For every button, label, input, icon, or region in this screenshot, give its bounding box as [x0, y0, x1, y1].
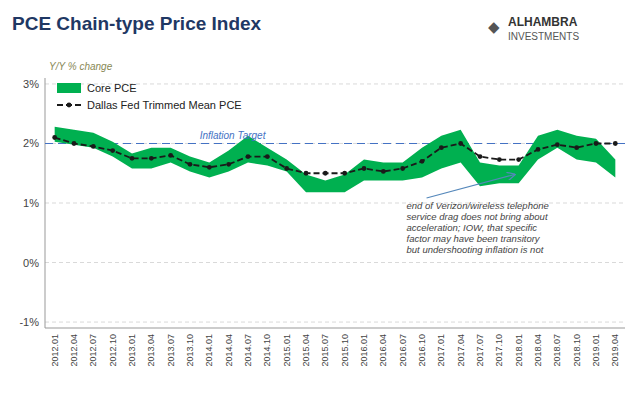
annotation-arrow — [427, 174, 515, 198]
x-tick-label: 2014.10 — [262, 334, 272, 367]
series-marker — [52, 135, 57, 140]
x-tick-label: 2013.10 — [185, 334, 195, 367]
x-tick-label: 2015.04 — [301, 334, 311, 367]
x-tick-label: 2018.10 — [572, 334, 582, 367]
grid-line — [45, 322, 625, 323]
annotation: end of Verizon/wireless telephoneservice… — [407, 200, 549, 255]
series-marker — [478, 154, 483, 159]
series-marker — [536, 147, 541, 152]
reference-label: Inflation Target — [200, 130, 267, 141]
grid-line — [45, 262, 625, 263]
x-tick-label: 2016.07 — [398, 334, 408, 367]
series-marker — [226, 162, 231, 167]
logo-name: ALHAMBRA — [508, 15, 578, 29]
plot-data — [45, 127, 625, 192]
logo-symbol: ◆ — [488, 18, 500, 35]
y-tick-label: 2% — [23, 137, 39, 149]
x-tick-label: 2016.01 — [359, 334, 369, 367]
series-marker — [130, 156, 135, 161]
series-marker — [323, 171, 328, 176]
series-line — [55, 138, 616, 174]
x-tick-label: 2018.04 — [533, 334, 543, 367]
annotation-line: service drag does not bring about — [407, 211, 548, 222]
background — [0, 0, 641, 401]
series-marker — [149, 156, 154, 161]
x-tick-label: 2013.07 — [166, 334, 176, 367]
x-tick-label: 2018.07 — [552, 334, 562, 367]
logo-subname: INVESTMENTS — [508, 31, 579, 42]
chart-container: PCE Chain-type Price Index ◆ ALHAMBRA INVES… — [0, 0, 641, 401]
x-tick-label: 2017.10 — [494, 334, 504, 367]
series-marker — [516, 157, 521, 162]
series-marker — [362, 166, 367, 171]
x-tick-label: 2016.04 — [378, 334, 388, 367]
series-marker — [91, 144, 96, 149]
x-tick-label: 2018.01 — [514, 334, 524, 367]
x-tick-label: 2013.01 — [127, 334, 137, 367]
series-marker — [188, 162, 193, 167]
series-marker — [265, 154, 270, 159]
y-tick-label: -1% — [19, 316, 39, 328]
x-tick-label: 2015.01 — [282, 334, 292, 367]
series-marker — [439, 145, 444, 150]
series-marker — [304, 171, 309, 176]
x-tick-label: 2013.04 — [146, 334, 156, 367]
x-axis-line — [45, 328, 625, 329]
x-tick-label: 2017.07 — [475, 334, 485, 367]
series-marker — [342, 171, 347, 176]
x-tick-label: 2012.04 — [69, 334, 79, 367]
series-marker — [207, 165, 212, 170]
grid — [45, 84, 625, 322]
series-marker — [284, 166, 289, 171]
series-marker — [574, 145, 579, 150]
y-tick-label: 0% — [23, 257, 39, 269]
x-tick-label: 2016.10 — [417, 334, 427, 367]
x-tick-label: 2019.04 — [610, 334, 620, 367]
x-tick-label: 2017.01 — [436, 334, 446, 367]
x-tick-label: 2012.07 — [88, 334, 98, 367]
annotation-line: but undershooting inflation is not — [407, 244, 544, 255]
series-marker — [72, 141, 77, 146]
legend-swatch — [57, 83, 81, 93]
annotation-line: acceleration; IOW, that specific — [407, 222, 538, 233]
annotation-line: end of Verizon/wireless telephone — [407, 200, 549, 211]
series-marker — [381, 169, 386, 174]
series-marker — [400, 166, 405, 171]
x-tick-label: 2012.01 — [50, 334, 60, 367]
x-tick-label: 2019.01 — [591, 334, 601, 367]
y-axis-line — [45, 78, 46, 328]
x-tick-label: 2014.07 — [243, 334, 253, 367]
series-marker — [458, 141, 463, 146]
annotation-line: factor may have been transitory — [407, 233, 541, 244]
series-marker — [420, 159, 425, 164]
x-tick-label: 2015.07 — [320, 334, 330, 367]
chart-svg: PCE Chain-type Price Index ◆ ALHAMBRA INVES… — [0, 0, 641, 401]
series-marker — [555, 142, 560, 147]
x-tick-label: 2015.10 — [340, 334, 350, 367]
series-marker — [613, 141, 618, 146]
band-area — [55, 127, 616, 192]
series-marker — [497, 157, 502, 162]
x-tick-label: 2014.04 — [224, 334, 234, 367]
title: PCE Chain-type Price Index — [12, 13, 262, 34]
legend-label: Core PCE — [87, 82, 137, 94]
y-tick-label: 1% — [23, 197, 39, 209]
series-marker — [594, 141, 599, 146]
series-marker — [246, 154, 251, 159]
legend: Core PCE Dallas Fed Trimmed Mean PCE — [57, 82, 242, 111]
legend-marker — [67, 103, 72, 108]
x-tick-label: 2012.10 — [108, 334, 118, 367]
series-marker — [110, 148, 115, 153]
x-tick-label: 2014.01 — [204, 334, 214, 367]
legend-label: Dallas Fed Trimmed Mean PCE — [87, 99, 242, 111]
y-tick-label: 3% — [23, 78, 39, 90]
series-marker — [168, 153, 173, 158]
y-axis-label: Y/Y % change — [49, 61, 113, 72]
x-tick-label: 2017.04 — [456, 334, 466, 367]
